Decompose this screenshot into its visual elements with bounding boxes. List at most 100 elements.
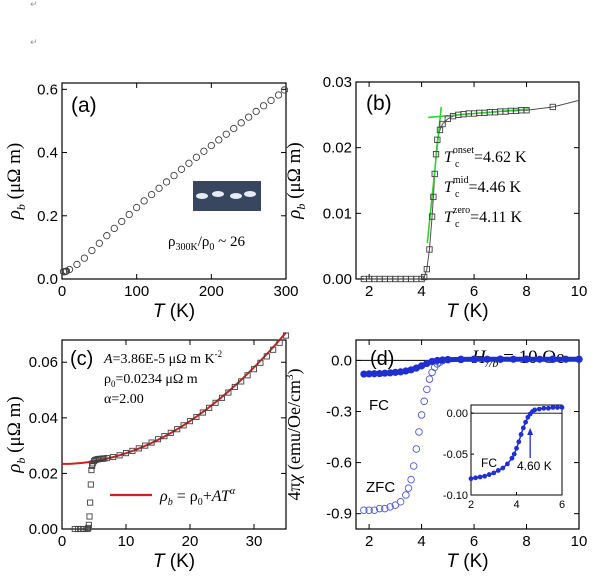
y-tick-label: 0.03: [323, 74, 352, 91]
inset-fc-point: [491, 470, 497, 476]
zfc-point: [396, 498, 405, 506]
paragraph-mark: ↵: [30, 38, 38, 48]
x-tick-label: 0: [58, 533, 66, 550]
zfc-point: [370, 506, 379, 515]
panel-b: 2 4 6 8 10 0.00 0.01 0.02 0.03 T (K) ρb (μΩ m) (b) T…: [284, 74, 587, 322]
sample-photo-spot: [212, 191, 224, 197]
plot-frame: [61, 82, 287, 280]
panel-a: 0 100 200 300 0.0 0.2 0.4 0.6 T (K) ρb (μΩ m) (a) ρ…: [4, 81, 299, 322]
inset-fc-point: [514, 445, 519, 451]
panel-label: (b): [366, 92, 392, 115]
y-tick-label: -0.9: [326, 506, 352, 523]
tc-annotation-sub: c: [455, 219, 460, 230]
paragraph-mark: ↵: [30, 0, 38, 10]
inset-fc-point: [509, 455, 515, 461]
data-point: [222, 130, 230, 138]
tc-annotation: Tonset=4.62 K: [444, 145, 527, 166]
data-point: [87, 481, 94, 488]
y-tick-label: 0.2: [37, 208, 58, 225]
data-point: [257, 359, 264, 366]
series-label-fc: FC: [369, 397, 389, 414]
x-tick-label: 2: [365, 533, 373, 550]
data-point: [78, 525, 85, 533]
data-point: [267, 96, 275, 105]
tc-annotation-sub: c: [455, 159, 460, 170]
x-tick-label: 6: [470, 533, 478, 550]
panel-c: 0 10 20 30 0.00 0.02 0.04 0.06 T (K) ρb (μΩ m) (c)…: [4, 331, 290, 572]
data-point: [428, 213, 436, 220]
data-point: [142, 442, 149, 449]
y-tick-label: 0.01: [323, 205, 352, 222]
sample-photo-spot: [230, 193, 242, 199]
data-point: [167, 429, 174, 436]
panel-d: 2 4 6 8 10 0.0 -0.3 -0.6 -0.9 T (K) 4πχ (emu/Oe/cm…: [284, 339, 587, 572]
data-point: [207, 141, 215, 150]
data-point: [436, 126, 444, 134]
fit-parameter: ρ0=0.0234 μΩ m: [104, 372, 198, 389]
y-tick-label: 0.02: [29, 465, 58, 482]
y-axis-title: ρb (μΩ m): [4, 396, 28, 473]
data-point: [423, 266, 430, 273]
y-tick-label: -0.6: [326, 455, 352, 472]
data-point: [439, 120, 446, 128]
tc-arrow-head: [527, 428, 534, 435]
y-tick-label: 0.04: [29, 410, 58, 427]
inset-fc-point: [500, 465, 506, 471]
inset-fc-point: [518, 432, 524, 437]
inset-fc-point: [473, 475, 478, 481]
x-tick-label: 4: [417, 533, 425, 550]
data-point: [95, 239, 103, 247]
y-tick-label: -0.3: [326, 404, 352, 421]
y-axis-title: ρb (μΩ m): [284, 142, 308, 219]
inset-x-tick-label: 2: [468, 499, 474, 511]
x-tick-label: 2: [365, 283, 373, 300]
plot-frame: [355, 339, 580, 530]
data-point: [215, 136, 223, 144]
data-point: [431, 170, 438, 178]
data-point: [263, 353, 270, 360]
plot-frame: [355, 81, 580, 280]
x-tick-label: 20: [182, 533, 199, 550]
x-tick-label: 6: [470, 283, 478, 300]
data-point: [237, 119, 245, 127]
y-tick-label: 0.02: [323, 140, 352, 157]
inset-y-tick-label: -0.10: [443, 490, 468, 502]
data-point: [125, 210, 133, 219]
inset-fc-point: [559, 405, 565, 410]
data-point: [225, 389, 232, 396]
x-tick-label: 8: [522, 533, 530, 550]
y-tick-label: 0.0: [331, 352, 352, 369]
data-point: [133, 203, 141, 212]
panel-label: (c): [70, 348, 93, 370]
inset-fc-point: [477, 474, 483, 480]
x-axis-title: T (K): [153, 301, 195, 322]
inset-fc-point: [541, 405, 547, 411]
tc-annotation: Tmid=4.46 K: [444, 175, 521, 196]
data-point: [432, 151, 440, 158]
x-tick-label: 10: [571, 283, 588, 300]
data-point: [252, 107, 260, 116]
x-tick-label: 8: [522, 283, 530, 300]
data-point: [110, 224, 118, 233]
y-tick-label: 0.00: [323, 271, 352, 288]
data-point: [259, 102, 268, 110]
data-point: [86, 513, 93, 520]
inset-fc-point: [468, 476, 474, 482]
data-point: [245, 113, 253, 121]
inset-fc-point: [495, 468, 501, 473]
inset-fc-point: [516, 439, 522, 445]
y-tick-label: 0.6: [37, 81, 58, 98]
data-point: [84, 525, 91, 533]
data-point: [193, 413, 200, 421]
data-point: [218, 394, 226, 401]
y-axis-title: ρb (μΩ m): [4, 143, 28, 220]
x-tick-label: 200: [199, 283, 224, 300]
inset-fc-point: [511, 451, 517, 457]
x-tick-label: 10: [118, 533, 135, 550]
inset-fc-point: [523, 419, 528, 425]
data-point: [103, 232, 111, 240]
data-point: [174, 426, 181, 433]
data-point: [430, 193, 437, 201]
inset-fc-point: [545, 405, 551, 411]
